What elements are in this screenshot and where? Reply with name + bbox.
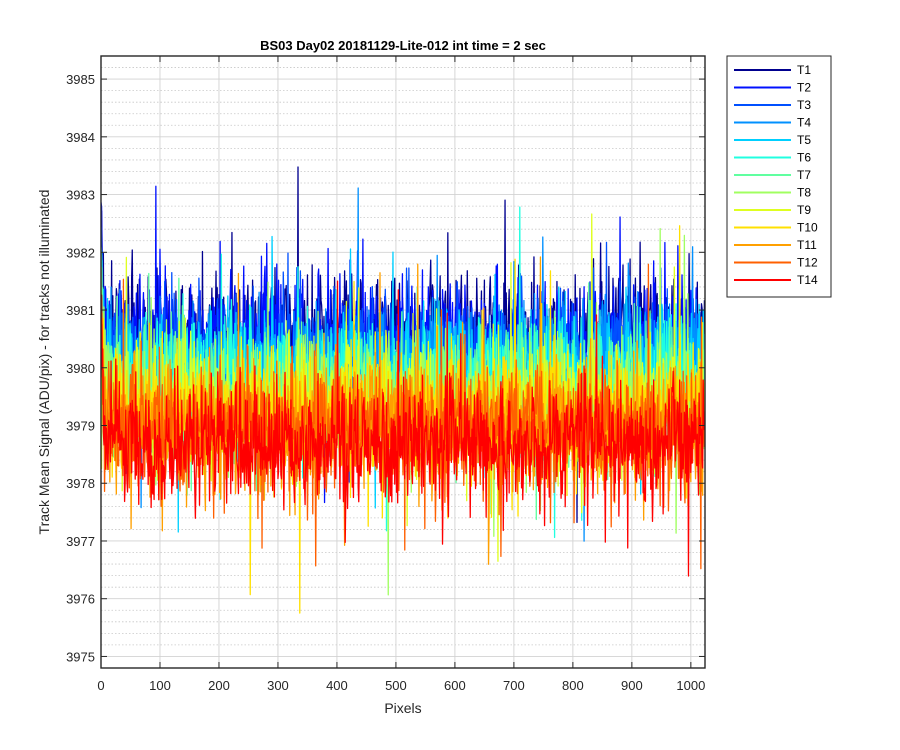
y-tick-label: 3984 [66, 130, 95, 145]
legend-label-t1: T1 [797, 63, 811, 77]
legend-label-t6: T6 [797, 151, 811, 165]
x-tick-label: 0 [97, 678, 104, 693]
x-tick-label: 1000 [676, 678, 705, 693]
legend-label-t11: T11 [797, 238, 817, 252]
legend: T1 T2 T3 T4 T5 T6 T7 T8 T9 T10 T11 T12 T14 [726, 55, 832, 298]
plot-frame [100, 55, 706, 669]
legend-label-t14: T14 [797, 273, 818, 287]
x-tick-label: 600 [444, 678, 466, 693]
x-tick-label: 900 [621, 678, 643, 693]
legend-label-t12: T12 [797, 256, 818, 270]
x-tick-label: 100 [149, 678, 171, 693]
legend-label-t2: T2 [797, 81, 811, 95]
y-tick-label: 3981 [66, 303, 95, 318]
x-tick-label: 300 [267, 678, 289, 693]
y-tick-label: 3982 [66, 245, 95, 260]
legend-label-t7: T7 [797, 168, 811, 182]
y-tick-label: 3978 [66, 476, 95, 491]
x-tick-label: 700 [503, 678, 525, 693]
y-axis-ticks: 3975 3976 3977 3978 3979 3980 3981 3982 3983 3984… [66, 72, 705, 664]
chart-title: BS03 Day02 20181129-Lite-012 int time = … [260, 38, 546, 53]
series-layer [101, 166, 705, 614]
legend-label-t8: T8 [797, 186, 811, 200]
x-tick-label: 500 [385, 678, 407, 693]
series-line-t14 [101, 280, 705, 577]
legend-label-t5: T5 [797, 133, 811, 147]
x-tick-label: 200 [208, 678, 230, 693]
legend-label-t4: T4 [797, 116, 811, 130]
x-axis-label: Pixels [384, 700, 421, 716]
x-tick-label: 800 [562, 678, 584, 693]
x-tick-label: 400 [326, 678, 348, 693]
legend-label-t3: T3 [797, 98, 811, 112]
y-tick-label: 3983 [66, 188, 95, 203]
y-tick-label: 3977 [66, 534, 95, 549]
legend-box [726, 55, 832, 298]
x-axis-ticks: 0 100 200 300 400 500 600 700 800 900 1000 [97, 56, 705, 693]
legend-label-t10: T10 [797, 221, 818, 235]
legend-label-t9: T9 [797, 203, 811, 217]
y-tick-label: 3980 [66, 361, 95, 376]
y-tick-label: 3975 [66, 649, 95, 664]
y-tick-label: 3979 [66, 419, 95, 434]
y-axis-label: Track Mean Signal (ADU/pix) - for tracks… [36, 190, 52, 535]
y-tick-label: 3976 [66, 592, 95, 607]
y-tick-label: 3985 [66, 72, 95, 87]
